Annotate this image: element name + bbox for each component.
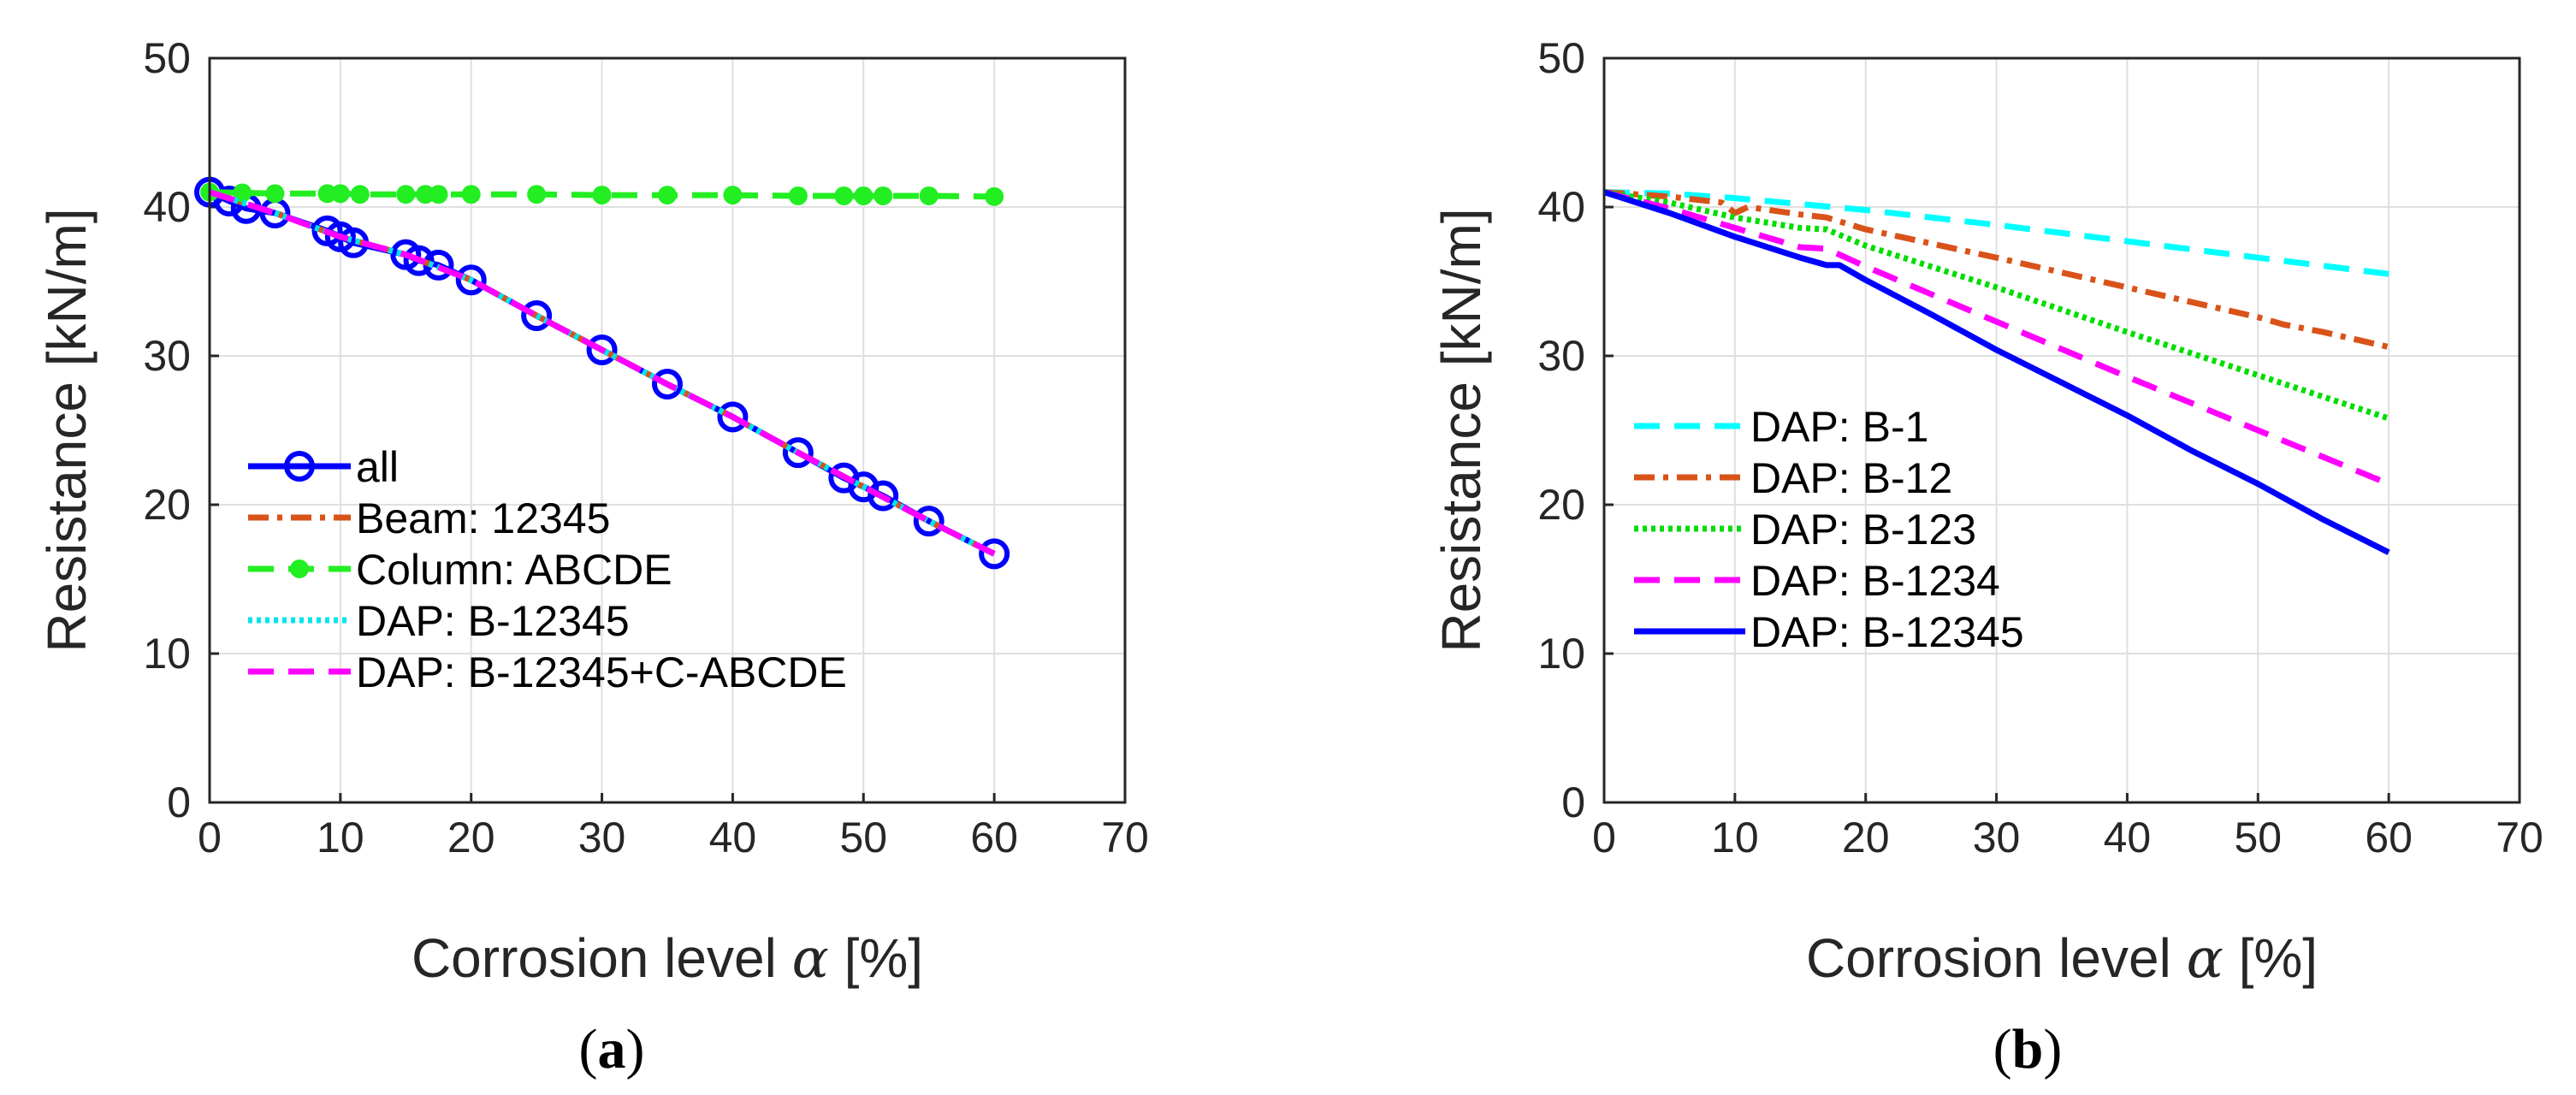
legend-marker xyxy=(290,559,309,578)
x-axis-label-b: Corrosion level α [%] xyxy=(1806,927,2318,991)
y-tick-label: 10 xyxy=(143,630,191,678)
data-point xyxy=(854,186,873,205)
x-tick-label: 70 xyxy=(2496,814,2543,861)
tick-labels-b: 0 10 20 30 40 50 60 70 0 10 20 30 40 50 xyxy=(1537,34,2543,861)
data-point xyxy=(913,506,945,537)
data-point xyxy=(979,538,1010,570)
x-tick-label: 50 xyxy=(839,814,887,861)
data-point xyxy=(317,184,337,204)
plot-frame-b xyxy=(1602,56,2521,804)
data-point xyxy=(330,184,350,204)
y-tick-label: 30 xyxy=(1537,332,1585,380)
x-tick-label: 20 xyxy=(1842,814,1890,861)
x-axis-label-a: Corrosion level α [%] xyxy=(412,927,923,991)
data-point xyxy=(592,186,612,205)
y-tick-label: 30 xyxy=(143,332,191,380)
legend-label: DAP: B-1234 xyxy=(1750,557,2000,605)
data-point xyxy=(233,183,252,203)
x-tick-label: 10 xyxy=(1711,814,1759,861)
data-point xyxy=(527,185,547,204)
y-tick-label: 40 xyxy=(143,183,191,231)
series-group-a xyxy=(194,176,1010,570)
legend-label: all xyxy=(356,443,399,491)
series-group-b xyxy=(1602,189,2390,555)
panel-caption-b: (b) xyxy=(1993,1018,2063,1080)
x-tick-label: 60 xyxy=(2365,814,2413,861)
data-point xyxy=(265,184,285,204)
x-tick-label: 40 xyxy=(2104,814,2152,861)
legend-label: DAP: B-12345 xyxy=(1750,608,2024,656)
data-point xyxy=(403,245,435,276)
legend-marker xyxy=(284,451,315,482)
y-tick-label: 40 xyxy=(1537,183,1585,231)
legend-label: DAP: B-1 xyxy=(1750,403,1928,451)
legend-label: DAP: B-123 xyxy=(1750,506,1976,553)
data-point xyxy=(461,185,481,204)
x-tick-label: 50 xyxy=(2234,814,2282,861)
data-point xyxy=(429,185,448,204)
y-tick-label: 10 xyxy=(1537,630,1585,678)
plot-area-a xyxy=(208,56,1127,804)
x-tick-label: 40 xyxy=(709,814,757,861)
series-line-dap-b-12345-c-abcde xyxy=(208,189,996,557)
legend-label: DAP: B-12345+C-ABCDE xyxy=(356,648,847,696)
x-tick-label: 30 xyxy=(578,814,626,861)
y-axis-label-b: Resistance [kN/m] xyxy=(1430,208,1492,652)
data-point xyxy=(788,186,808,205)
y-tick-label: 0 xyxy=(1561,778,1585,826)
data-point xyxy=(834,186,854,205)
data-point xyxy=(868,480,899,512)
data-point xyxy=(455,264,487,296)
y-axis-label-a: Resistance [kN/m] xyxy=(36,208,98,652)
legend-label: Column: ABCDE xyxy=(356,546,672,594)
data-point xyxy=(586,334,618,366)
plot-frame-a xyxy=(208,56,1127,804)
plot-area-b xyxy=(1602,56,2521,804)
y-tick-label: 50 xyxy=(143,34,191,82)
gridlines-a xyxy=(210,58,1125,802)
data-point xyxy=(416,185,435,204)
data-point xyxy=(717,401,749,433)
panel-caption-a: (a) xyxy=(579,1018,645,1080)
x-tick-label: 20 xyxy=(447,814,495,861)
data-point xyxy=(521,300,553,332)
x-tick-label: 10 xyxy=(317,814,364,861)
x-tick-label: 70 xyxy=(1101,814,1149,861)
data-point xyxy=(723,186,743,205)
series-line-dap-b-1234 xyxy=(1603,189,2390,487)
legend-label: DAP: B-12 xyxy=(1750,454,1952,502)
data-point xyxy=(396,185,416,204)
data-point xyxy=(652,369,683,400)
legend-label: Beam: 12345 xyxy=(356,494,610,542)
x-tick-label: 0 xyxy=(1592,814,1616,861)
data-point xyxy=(873,186,893,205)
data-point xyxy=(782,437,814,469)
legend-label: DAP: B-12345 xyxy=(356,597,630,645)
data-point xyxy=(919,186,939,205)
y-tick-label: 50 xyxy=(1537,34,1585,82)
tick-labels-a: 0 10 20 30 40 50 60 70 0 10 20 30 40 50 xyxy=(143,34,1148,861)
data-point xyxy=(350,185,370,204)
y-tick-label: 0 xyxy=(167,778,191,826)
data-point xyxy=(985,186,1004,206)
y-tick-label: 20 xyxy=(1537,481,1585,529)
y-tick-label: 20 xyxy=(143,481,191,529)
x-tick-label: 0 xyxy=(198,814,222,861)
series-line-dap-b-12 xyxy=(1603,189,2389,351)
series-line-dap-b-12345 xyxy=(1602,189,2390,555)
x-tick-label: 30 xyxy=(1973,814,2021,861)
series-line-dap-b-1 xyxy=(1603,189,2389,277)
x-tick-label: 60 xyxy=(970,814,1018,861)
data-point xyxy=(658,186,677,205)
